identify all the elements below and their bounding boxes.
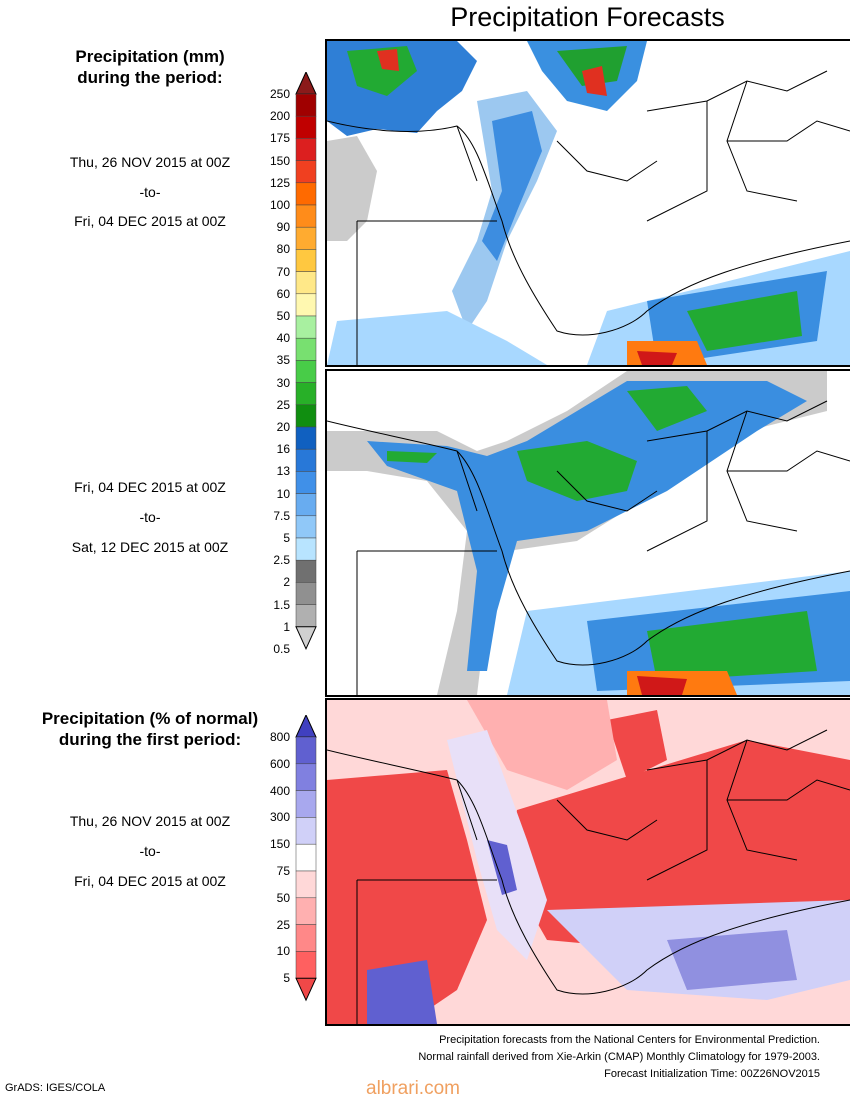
colorbar-tick-label: 7.5 bbox=[273, 508, 290, 523]
colorbar-tick-label: 30 bbox=[276, 375, 290, 390]
colorbar-tick-label: 5 bbox=[283, 971, 290, 986]
colorbar-segment bbox=[295, 924, 317, 952]
colorbar-segment bbox=[295, 870, 317, 899]
colorbar-tick-label: 50 bbox=[276, 890, 290, 905]
map-panel-period2 bbox=[325, 369, 850, 697]
colorbar-segment bbox=[295, 404, 317, 428]
colorbar-tick-label: 300 bbox=[269, 810, 290, 825]
colorbar-segment bbox=[295, 897, 317, 925]
period3-end: Fri, 04 DEC 2015 at 00Z bbox=[74, 873, 226, 889]
period1-end: Fri, 04 DEC 2015 at 00Z bbox=[74, 213, 226, 229]
colorbar-segment bbox=[295, 271, 317, 295]
colorbar-segment bbox=[295, 515, 317, 539]
period2-to: -to- bbox=[139, 509, 161, 525]
colorbar-arrow-bottom bbox=[295, 977, 317, 1002]
colorbar-tick-label: 70 bbox=[276, 264, 290, 279]
precip-title-line1: Precipitation (mm) bbox=[75, 47, 225, 66]
colorbar-tick-label: 25 bbox=[276, 397, 290, 412]
colorbar-segment bbox=[295, 604, 317, 628]
colorbar-tick-label: 250 bbox=[269, 87, 290, 101]
colorbar-segment bbox=[295, 493, 317, 517]
colorbar-tick-label: 2 bbox=[283, 575, 290, 590]
period3-start: Thu, 26 NOV 2015 at 00Z bbox=[69, 813, 231, 829]
colorbar-tick-label: 40 bbox=[276, 331, 290, 346]
colorbar-segment bbox=[295, 736, 317, 765]
grads-credit: GrADS: IGES/COLA bbox=[5, 1082, 106, 1094]
colorbar-segment bbox=[295, 93, 317, 117]
colorbar-segment bbox=[295, 951, 317, 979]
colorbar-tick-label: 1.5 bbox=[273, 597, 290, 612]
period3-to: -to- bbox=[139, 843, 161, 859]
colorbar-tick-label: 175 bbox=[269, 131, 290, 146]
colorbar-tick-label: 5 bbox=[283, 531, 290, 545]
colorbar-segment bbox=[295, 843, 317, 872]
period2-end: Sat, 12 DEC 2015 at 00Z bbox=[71, 539, 229, 555]
colorbar-segment bbox=[295, 115, 317, 139]
map-panel-period1 bbox=[325, 39, 850, 367]
colorbar-tick-label: 600 bbox=[269, 756, 290, 771]
period1-start: Thu, 26 NOV 2015 at 00Z bbox=[69, 154, 231, 170]
colorbar-tick-label: 13 bbox=[276, 464, 290, 479]
colorbar-segment bbox=[295, 337, 317, 361]
colorbar-tick-label: 400 bbox=[269, 783, 290, 798]
period1-to: -to- bbox=[139, 184, 161, 200]
colorbar-tick-label: 150 bbox=[269, 837, 290, 852]
colorbar-segment bbox=[295, 160, 317, 184]
pct-title-line2: during the first period: bbox=[58, 730, 242, 749]
colorbar-tick-label: 1 bbox=[283, 619, 290, 634]
chart-title: Precipitation Forecasts bbox=[450, 2, 725, 32]
colorbar-tick-label: 125 bbox=[269, 175, 290, 190]
colorbar-segment bbox=[295, 448, 317, 472]
colorbar-tick-label: 16 bbox=[276, 442, 290, 457]
colorbar-arrow-top bbox=[295, 72, 317, 95]
precip-colorbar bbox=[295, 72, 317, 651]
colorbar-tick-label: 150 bbox=[269, 153, 290, 168]
colorbar-segment bbox=[295, 582, 317, 605]
colorbar-tick-label: 200 bbox=[269, 109, 290, 124]
colorbar-segment bbox=[295, 249, 317, 272]
watermark: albrari.com bbox=[366, 1078, 460, 1099]
colorbar-tick-label: 800 bbox=[269, 730, 290, 744]
colorbar-tick-label: 25 bbox=[276, 917, 290, 932]
colorbar-segment bbox=[295, 293, 317, 317]
colorbar-segment bbox=[295, 382, 317, 406]
colorbar-tick-label: 50 bbox=[276, 309, 290, 323]
colorbar-segment bbox=[295, 360, 317, 383]
pct-colorbar bbox=[295, 715, 317, 1002]
pct-title-line1: Precipitation (% of normal) bbox=[41, 709, 259, 728]
colorbar-segment bbox=[295, 537, 317, 561]
footer-line2: Normal rainfall derived from Xie-Arkin (… bbox=[418, 1051, 820, 1063]
colorbar-tick-label: 35 bbox=[276, 353, 290, 368]
colorbar-tick-label: 80 bbox=[276, 242, 290, 257]
period2-start: Fri, 04 DEC 2015 at 00Z bbox=[74, 479, 226, 495]
footer-line1: Precipitation forecasts from the Nationa… bbox=[439, 1034, 820, 1046]
colorbar-tick-label: 10 bbox=[276, 486, 290, 501]
precip-section-title: Precipitation (mm) during the period: bbox=[0, 46, 300, 88]
colorbar-arrow-bottom bbox=[295, 626, 317, 651]
colorbar-tick-label: 2.5 bbox=[273, 553, 290, 568]
colorbar-tick-label: 0.5 bbox=[273, 642, 290, 656]
colorbar-segment bbox=[295, 226, 317, 250]
colorbar-segment bbox=[295, 426, 317, 450]
colorbar-arrow-top bbox=[295, 715, 317, 738]
colorbar-segment bbox=[295, 559, 317, 583]
colorbar-segment bbox=[295, 817, 317, 845]
footer-line3: Forecast Initialization Time: 00Z26NOV20… bbox=[604, 1068, 820, 1080]
precip-title-line2: during the period: bbox=[77, 68, 223, 87]
colorbar-tick-label: 90 bbox=[276, 220, 290, 235]
colorbar-tick-label: 20 bbox=[276, 420, 290, 434]
colorbar-segment bbox=[295, 204, 317, 228]
colorbar-segment bbox=[295, 315, 317, 339]
colorbar-segment bbox=[295, 763, 317, 791]
map-panel-percent-normal bbox=[325, 698, 850, 1026]
colorbar-segment bbox=[295, 182, 317, 206]
colorbar-tick-label: 10 bbox=[276, 944, 290, 959]
colorbar-segment bbox=[295, 471, 317, 494]
colorbar-segment bbox=[295, 790, 317, 818]
colorbar-tick-label: 60 bbox=[276, 286, 290, 301]
pct-section-title: Precipitation (% of normal) during the f… bbox=[0, 708, 300, 750]
colorbar-tick-label: 75 bbox=[276, 864, 290, 878]
colorbar-segment bbox=[295, 138, 317, 161]
colorbar-tick-label: 100 bbox=[269, 198, 290, 212]
